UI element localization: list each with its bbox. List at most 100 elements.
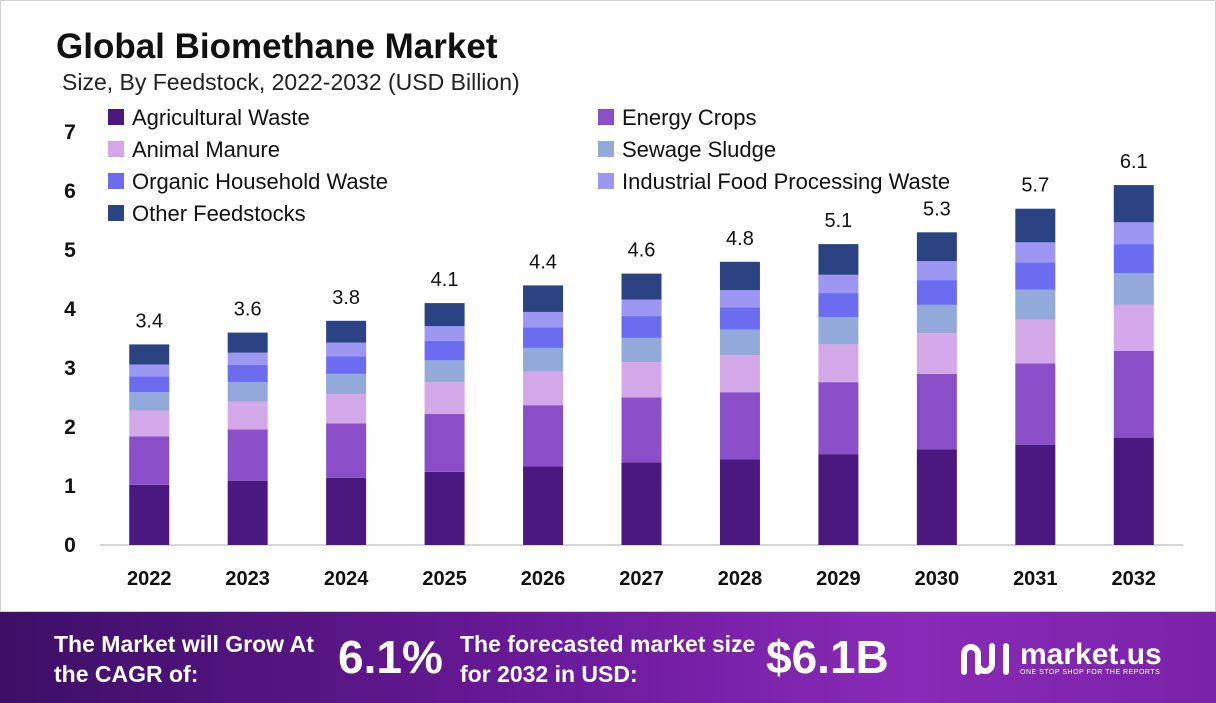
bar-segment-sewage-sludge bbox=[227, 382, 268, 402]
bar-segment-animal-manure bbox=[818, 344, 859, 383]
bar-segment-organic-household-waste bbox=[326, 356, 367, 374]
legend-swatch bbox=[108, 205, 124, 221]
bar-segment-organic-household-waste bbox=[916, 280, 957, 305]
bar-segment-industrial-food-processing-waste bbox=[1015, 242, 1056, 263]
bar-segment-animal-manure bbox=[1015, 319, 1056, 364]
bar-segment-sewage-sludge bbox=[1113, 273, 1154, 305]
x-tick-label: 2029 bbox=[816, 568, 861, 590]
x-tick-label: 2032 bbox=[1112, 568, 1157, 590]
x-tick-label: 2026 bbox=[521, 568, 566, 590]
bar-segment-energy-crops bbox=[424, 414, 465, 472]
y-tick-label: 3 bbox=[64, 357, 76, 380]
bar-segment-energy-crops bbox=[818, 382, 859, 455]
bar-segment-organic-household-waste bbox=[129, 376, 170, 393]
y-tick-label: 7 bbox=[64, 121, 76, 144]
legend-swatch bbox=[108, 109, 124, 125]
bar-segment-industrial-food-processing-waste bbox=[916, 261, 957, 281]
y-tick-label: 2 bbox=[64, 416, 76, 439]
chart-subtitle: Size, By Feedstock, 2022-2032 (USD Billi… bbox=[62, 69, 520, 95]
bar-segment-animal-manure bbox=[129, 410, 170, 437]
y-tick-label: 1 bbox=[64, 475, 76, 498]
bar-segment-energy-crops bbox=[227, 429, 268, 481]
x-tick-label: 2025 bbox=[422, 568, 467, 590]
bar-segment-animal-manure bbox=[916, 333, 957, 374]
x-tick-label: 2030 bbox=[915, 568, 960, 590]
bar-segment-industrial-food-processing-waste bbox=[1113, 222, 1154, 245]
bar-segment-animal-manure bbox=[227, 401, 268, 430]
legend-label: Industrial Food Processing Waste bbox=[622, 169, 950, 194]
legend: Agricultural Waste Energy Crops Animal Man… bbox=[108, 105, 950, 226]
bar-segment-organic-household-waste bbox=[818, 293, 859, 318]
total-labels: 3.4 3.6 3.8 4.1 4.4 4.6 4.8 5.1 5.3 5.7 6.1 bbox=[135, 151, 1147, 332]
bar-segment-animal-manure bbox=[326, 393, 367, 424]
bar-segment-agricultural-waste bbox=[227, 480, 268, 545]
market-us-logo-icon bbox=[961, 643, 1009, 675]
bar-segment-agricultural-waste bbox=[1015, 444, 1056, 545]
total-label: 5.7 bbox=[1021, 175, 1049, 197]
bar-segment-energy-crops bbox=[129, 436, 170, 485]
bar-segment-organic-household-waste bbox=[1113, 244, 1154, 274]
bar-segment-energy-crops bbox=[1113, 350, 1154, 438]
bar-segment-animal-manure bbox=[424, 382, 465, 415]
bar-segment-industrial-food-processing-waste bbox=[523, 311, 564, 328]
bar-segment-organic-household-waste bbox=[719, 307, 760, 330]
bar-segment-energy-crops bbox=[621, 397, 662, 463]
chart-border bbox=[0, 0, 1216, 612]
bar-segment-sewage-sludge bbox=[424, 360, 465, 383]
bar-segment-organic-household-waste bbox=[523, 327, 564, 348]
bar-segment-agricultural-waste bbox=[424, 471, 465, 545]
bar-segment-energy-crops bbox=[326, 423, 367, 478]
bar-segment-sewage-sludge bbox=[523, 347, 564, 372]
brand-name: market.us bbox=[1020, 638, 1162, 671]
legend-label: Sewage Sludge bbox=[622, 137, 776, 162]
legend-swatch bbox=[598, 109, 614, 125]
bar-segment-agricultural-waste bbox=[621, 462, 662, 545]
bar-segment-other-feedstocks bbox=[129, 344, 170, 365]
bar-segment-energy-crops bbox=[1015, 363, 1056, 445]
bar-segment-other-feedstocks bbox=[916, 232, 957, 262]
x-tick-label: 2027 bbox=[619, 568, 664, 590]
total-label: 4.6 bbox=[628, 240, 656, 262]
total-label: 5.1 bbox=[825, 210, 853, 232]
total-label: 5.3 bbox=[923, 198, 951, 220]
bar-segment-sewage-sludge bbox=[326, 373, 367, 394]
bar-segment-energy-crops bbox=[719, 392, 760, 460]
bar-segment-animal-manure bbox=[1113, 304, 1154, 351]
bar-segment-animal-manure bbox=[621, 362, 662, 398]
market-size-label: The forecasted market size for 2032 in U… bbox=[460, 631, 756, 687]
bar-segment-sewage-sludge bbox=[1015, 289, 1056, 320]
bar-segment-industrial-food-processing-waste bbox=[326, 342, 367, 357]
bar-segment-sewage-sludge bbox=[916, 304, 957, 334]
bar-segment-other-feedstocks bbox=[818, 244, 859, 275]
bar-segment-other-feedstocks bbox=[719, 261, 760, 291]
bar-segment-agricultural-waste bbox=[719, 459, 760, 545]
legend-label: Organic Household Waste bbox=[132, 169, 388, 194]
bar-segment-industrial-food-processing-waste bbox=[227, 352, 268, 366]
y-tick-label: 0 bbox=[64, 534, 76, 557]
bar-segment-industrial-food-processing-waste bbox=[818, 274, 859, 294]
bar-segment-agricultural-waste bbox=[916, 449, 957, 545]
bar-segment-sewage-sludge bbox=[129, 392, 170, 411]
total-label: 3.6 bbox=[234, 299, 262, 321]
bar-segment-other-feedstocks bbox=[227, 332, 268, 353]
summary-banner: The Market will Grow At the CAGR of: 6.1… bbox=[0, 612, 1216, 703]
bar-segment-sewage-sludge bbox=[818, 317, 859, 345]
y-tick-label: 4 bbox=[64, 298, 76, 321]
x-tick-label: 2024 bbox=[324, 568, 369, 590]
bar-segment-other-feedstocks bbox=[621, 273, 662, 300]
cagr-value: 6.1% bbox=[338, 631, 443, 683]
legend-label: Other Feedstocks bbox=[132, 201, 306, 226]
legend-label: Energy Crops bbox=[622, 105, 757, 130]
bar-segment-agricultural-waste bbox=[1113, 437, 1154, 545]
bar-segment-organic-household-waste bbox=[621, 316, 662, 338]
legend-swatch bbox=[598, 141, 614, 157]
total-label: 4.1 bbox=[431, 269, 459, 291]
chart-svg: Global Biomethane Market Size, By Feedst… bbox=[0, 0, 1216, 612]
legend-swatch bbox=[108, 141, 124, 157]
bar-segment-industrial-food-processing-waste bbox=[621, 299, 662, 317]
legend-swatch bbox=[108, 173, 124, 189]
bar-segment-agricultural-waste bbox=[129, 484, 170, 545]
y-tick-label: 6 bbox=[64, 180, 76, 203]
bar-segment-agricultural-waste bbox=[523, 466, 564, 545]
